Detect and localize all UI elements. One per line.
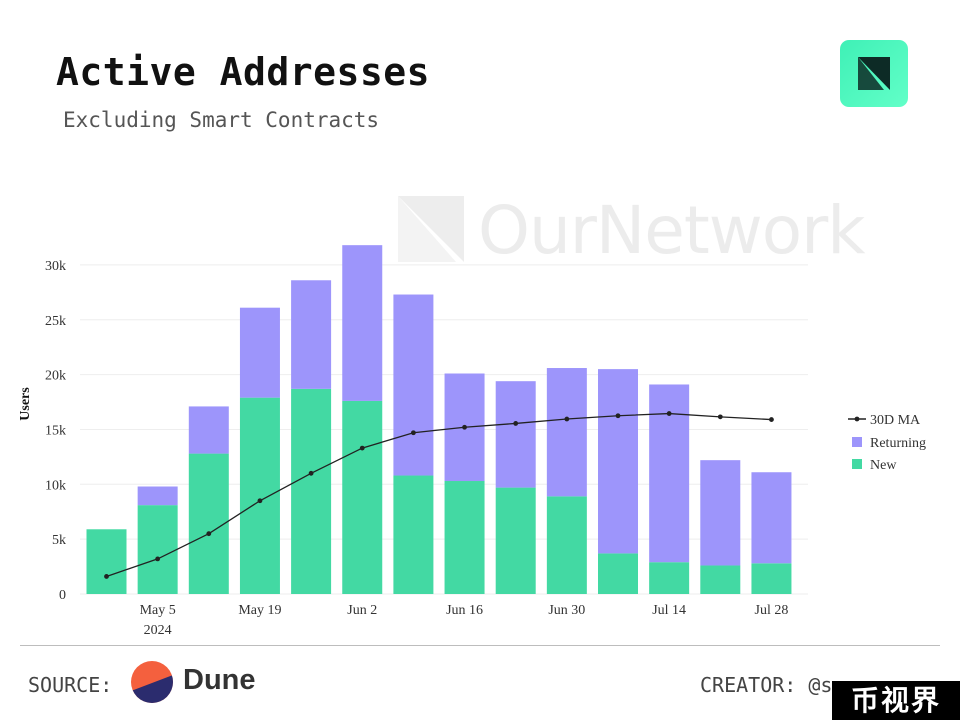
ma-line — [106, 412, 772, 578]
bar-new — [495, 487, 536, 594]
bar-new — [598, 553, 638, 594]
bar-new — [393, 475, 434, 594]
ma-point — [104, 574, 109, 579]
bar-new — [444, 481, 485, 594]
x-tick-label: May 19 — [238, 603, 281, 618]
legend-label: New — [870, 458, 897, 473]
y-tick-label: 5k — [52, 533, 66, 548]
dune-logo-icon — [131, 661, 173, 703]
ma-point — [155, 556, 161, 562]
bar-returning — [393, 294, 434, 476]
x-tick-label: Jun 16 — [446, 603, 483, 618]
bar-returning — [598, 369, 638, 554]
bar-new — [239, 397, 280, 594]
ma-point — [513, 421, 519, 426]
dune-name: Dune — [183, 664, 256, 696]
legend-label: Returning — [870, 436, 926, 451]
watermark-logo — [398, 196, 468, 271]
y-tick-label: 10k — [45, 478, 66, 493]
bar-returning — [751, 472, 792, 564]
x-tick-label: May 5 — [140, 603, 176, 618]
ma-point — [411, 430, 416, 436]
y-tick-label: 15k — [45, 423, 66, 438]
bar-new — [86, 529, 127, 594]
legend-swatch — [852, 459, 862, 469]
x-tick-label: Jul 14 — [652, 603, 686, 618]
x-tick-label: Jul 28 — [755, 603, 789, 618]
bar-new — [342, 400, 383, 594]
watermark-badge: 币视界 — [832, 681, 960, 720]
ma-point — [359, 445, 365, 451]
ma-point — [666, 411, 672, 416]
ournetwork-logo — [840, 40, 908, 107]
legend-swatch — [852, 437, 862, 447]
bar-new — [188, 453, 229, 594]
creator-label: CREATOR: @s — [700, 673, 833, 697]
ma-point — [462, 424, 467, 430]
ma-point — [717, 414, 723, 420]
bar-new — [649, 562, 690, 594]
legend-label: 30D MA — [870, 413, 921, 428]
source-label: SOURCE: — [28, 673, 113, 697]
bar-new — [137, 505, 178, 594]
y-axis-label: Users — [18, 387, 33, 421]
x-tick-label: Jun 2 — [347, 603, 377, 618]
bar-returning — [495, 381, 536, 488]
bar-returning — [342, 245, 383, 401]
bar-returning — [188, 406, 229, 454]
y-tick-label: 0 — [59, 588, 66, 603]
watermark-text: OurNetwork — [478, 192, 865, 269]
legend-line-marker — [854, 416, 860, 422]
bar-returning — [546, 368, 587, 497]
y-tick-label: 25k — [45, 314, 66, 329]
bar-returning — [137, 486, 178, 506]
x-tick-label: Jun 30 — [548, 603, 585, 618]
chart-title: Active Addresses — [56, 50, 431, 94]
bar-new — [700, 565, 741, 594]
ma-point — [206, 531, 212, 537]
x-tick-sublabel: 2024 — [144, 623, 172, 638]
bar-new — [751, 563, 792, 594]
y-tick-label: 20k — [45, 369, 66, 384]
bar-returning — [291, 280, 332, 389]
footer-divider — [20, 645, 940, 646]
bar-returning — [700, 460, 741, 566]
bar-returning — [239, 307, 280, 398]
ma-point — [769, 417, 774, 422]
ma-point — [564, 416, 570, 422]
ma-point — [615, 413, 621, 419]
ma-point — [308, 470, 314, 476]
ma-point — [257, 498, 263, 504]
bar-new — [546, 496, 587, 594]
bar-new — [291, 388, 332, 594]
chart-subtitle: Excluding Smart Contracts — [63, 108, 380, 132]
y-tick-label: 30k — [45, 259, 66, 274]
bar-returning — [649, 384, 690, 563]
